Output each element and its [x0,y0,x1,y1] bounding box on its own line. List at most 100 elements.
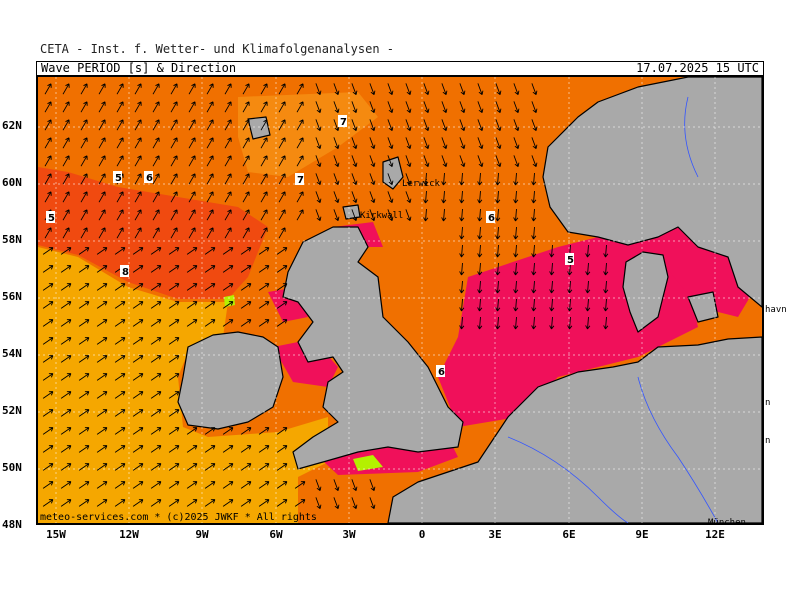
direction-arrow [369,83,376,95]
direction-arrow [98,173,106,185]
contour-label: 7 [297,175,304,186]
contour-label: 6 [488,213,495,224]
direction-arrow [405,173,412,185]
direction-arrow [132,409,144,417]
direction-arrow [567,298,573,312]
direction-arrow [459,101,466,113]
direction-arrow [80,227,88,239]
direction-arrow [80,83,88,95]
direction-arrow [116,227,124,239]
direction-arrow [242,119,250,131]
land-ireland [177,331,284,430]
direction-arrow [116,191,124,203]
direction-arrow [42,283,54,291]
direction-arrow [495,119,502,131]
direction-arrow [186,499,198,507]
direction-arrow [369,479,376,491]
direction-arrow [387,83,394,95]
direction-arrow [260,173,268,185]
direction-arrow [567,316,573,330]
direction-arrow [549,262,555,276]
direction-arrow [441,83,448,95]
direction-arrow [168,391,180,399]
direction-arrow [459,280,465,294]
lon-label: 3E [488,528,502,541]
city-muenchen: München [708,518,746,528]
direction-arrow [258,499,270,507]
product-title: Wave PERIOD [s] & Direction [41,61,237,75]
direction-arrow [423,137,430,149]
direction-arrow [60,463,72,471]
direction-arrow [96,409,108,417]
direction-arrow [258,427,270,435]
direction-arrow [132,373,144,381]
valid-time: 17.07.2025 15 UTC [636,61,759,75]
lon-label: 12E [705,528,725,541]
direction-arrow [114,445,126,453]
direction-arrow [44,137,52,149]
direction-arrow [80,119,88,131]
direction-arrow [168,463,180,471]
direction-arrow [531,101,538,113]
direction-arrow [222,427,234,435]
direction-arrow [222,265,234,273]
direction-arrow [116,209,124,221]
direction-arrow [477,137,484,149]
direction-arrow [240,265,252,273]
direction-arrow [242,227,250,239]
direction-arrow [224,83,232,95]
direction-arrow [296,209,304,221]
direction-arrow [42,391,54,399]
direction-arrow [42,463,54,471]
direction-arrow [240,283,252,291]
direction-arrow [567,280,573,294]
direction-arrow [206,191,214,203]
direction-arrow [96,427,108,435]
direction-arrow [186,427,198,435]
direction-arrow [188,83,196,95]
direction-arrow [351,209,358,221]
direction-arrow [276,319,288,327]
direction-arrow [531,155,538,167]
direction-arrow [477,262,483,276]
city-havn: havn [765,305,787,315]
direction-arrow [150,265,162,273]
direction-arrow [477,298,483,312]
direction-arrow [260,101,268,113]
direction-arrow [258,301,270,309]
period-field-7-north [238,92,378,177]
direction-arrow [186,247,198,255]
direction-arrow [114,391,126,399]
wave-period-map[interactable]: 7 7 5 6 5 8 6 5 6 Lerwick Kirkwall [36,75,764,525]
direction-arrow [78,337,90,345]
direction-arrow [114,247,126,255]
direction-arrow [60,391,72,399]
direction-arrow [405,191,412,203]
land-orkney [342,204,361,220]
contour-label: 7 [340,117,347,128]
direction-arrow [276,427,288,435]
direction-arrow [134,119,142,131]
contour-label: 5 [48,213,55,224]
direction-arrow [204,301,216,309]
direction-arrow [170,227,178,239]
direction-arrow [62,137,70,149]
direction-arrow [96,283,108,291]
direction-arrow [240,445,252,453]
direction-arrow [62,191,70,203]
direction-arrow [186,481,198,489]
direction-arrow [369,119,376,131]
direction-arrow [240,427,252,435]
direction-arrow [114,373,126,381]
direction-arrow [495,262,501,276]
direction-arrow [260,83,268,95]
direction-arrow [333,497,340,509]
city-n-2: n [765,436,771,446]
direction-arrow [369,497,376,509]
direction-arrow [459,208,465,222]
direction-arrow [116,155,124,167]
direction-arrow [62,119,70,131]
direction-arrow [150,355,162,363]
direction-arrow [60,283,72,291]
direction-arrow [315,191,322,203]
